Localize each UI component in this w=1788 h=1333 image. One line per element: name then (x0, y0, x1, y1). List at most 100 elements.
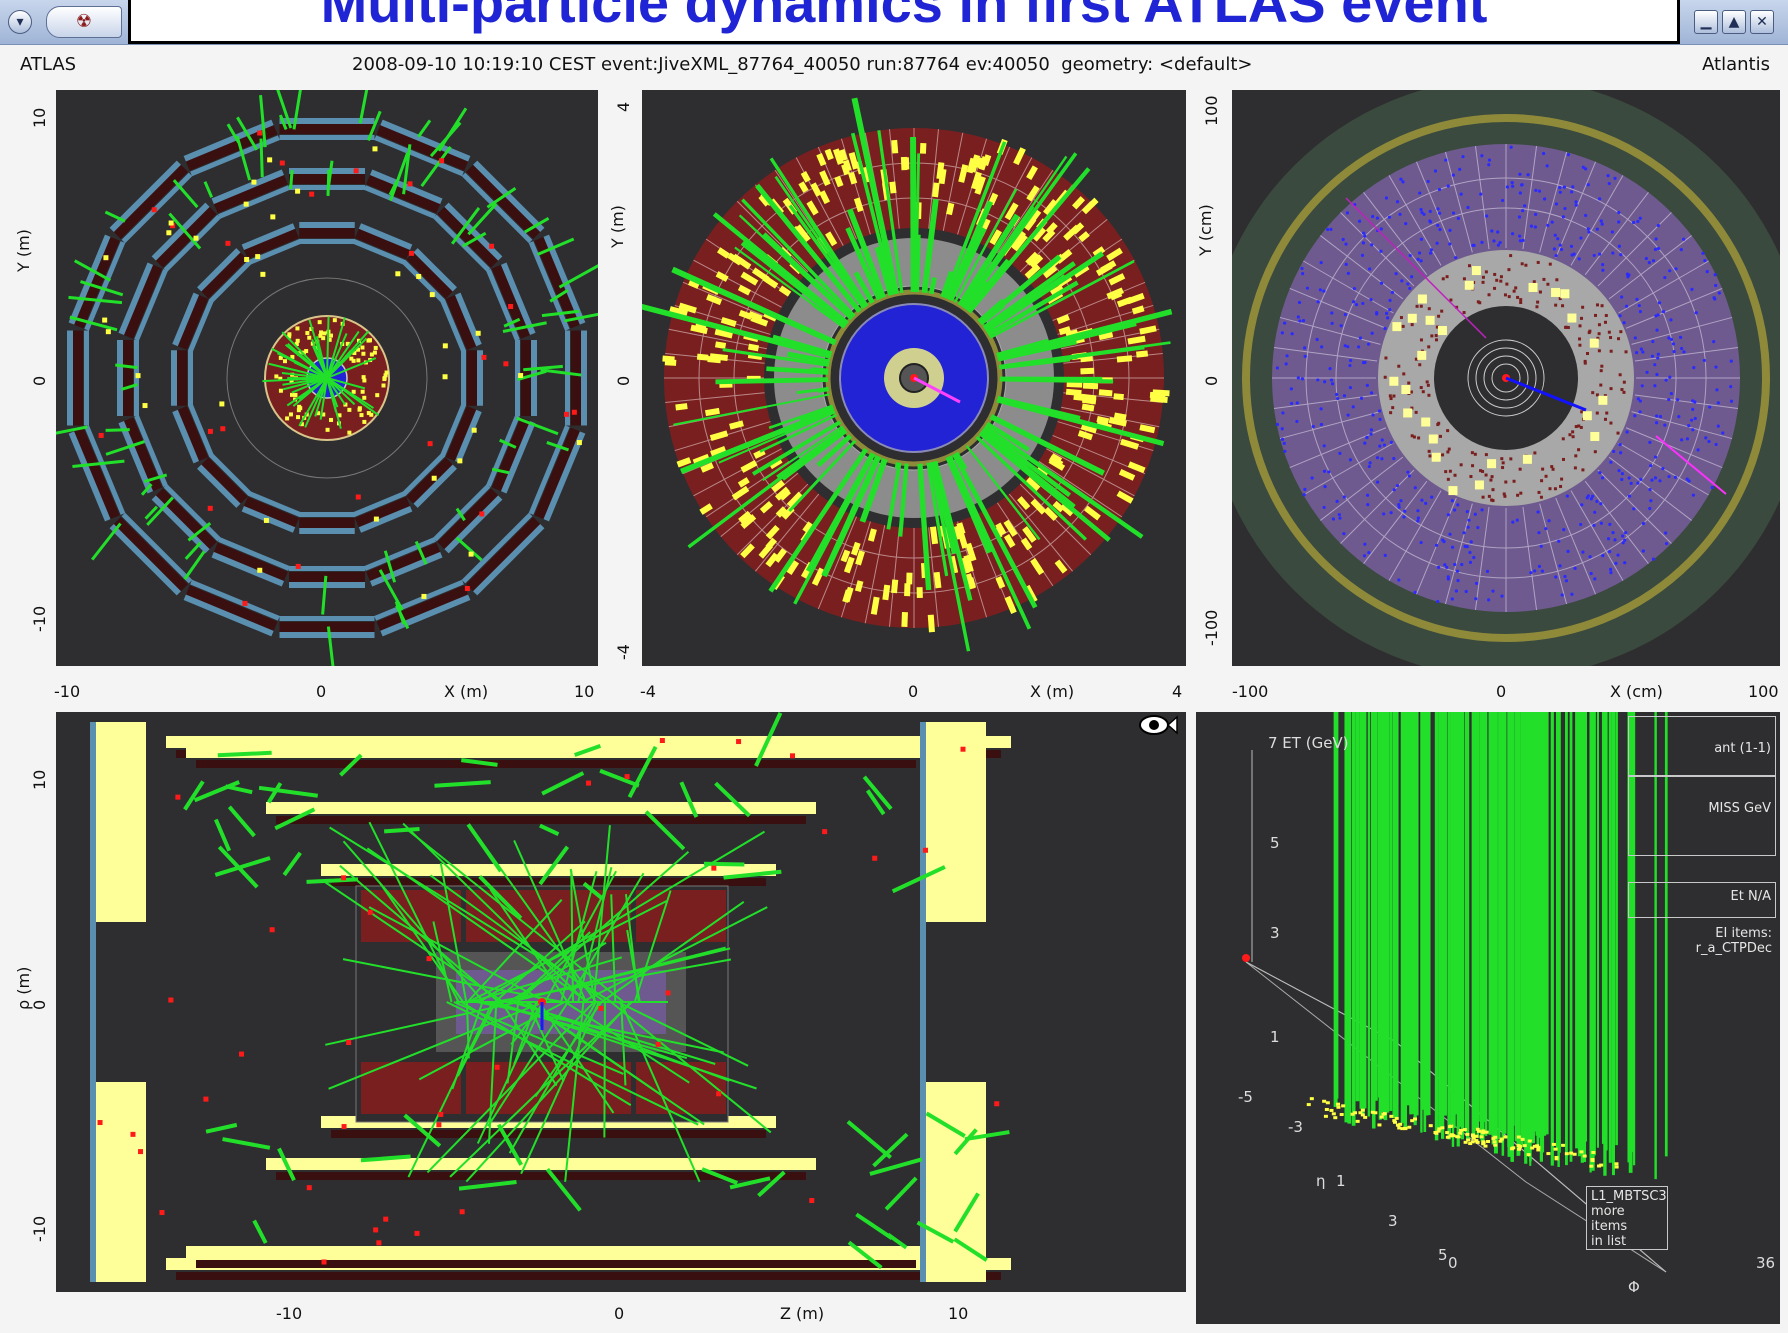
muon-chamber-bar (196, 760, 916, 768)
rz-view-panel[interactable] (56, 712, 1186, 1292)
sct-hit (1384, 356, 1388, 360)
hcal-hit (891, 579, 899, 594)
trt-hit (1371, 214, 1375, 219)
trt-hit (1316, 300, 1320, 304)
trt-hit (1552, 247, 1556, 251)
hcal-hit-cell (970, 171, 982, 190)
hcal-hit (747, 343, 760, 352)
hcal-hit (786, 560, 800, 576)
trt-hit (1617, 210, 1621, 215)
hcal-hit (855, 550, 865, 566)
muon-segment (458, 1180, 517, 1191)
trt-hit (1517, 215, 1522, 219)
trt-module-border (1584, 480, 1649, 564)
muon-segment (434, 780, 491, 788)
trt-hit (1638, 309, 1642, 314)
muon-hit (263, 517, 269, 523)
sct-hit (1469, 475, 1473, 479)
trt-hit (1636, 219, 1640, 224)
hcal-hit (704, 407, 720, 417)
muon-chamber-layer (581, 330, 587, 426)
calo-energy-tower (989, 414, 1105, 476)
muon-segment (496, 1123, 523, 1166)
xy-muon-view-panel[interactable] (56, 90, 598, 666)
hcal-hit-cell (1120, 438, 1140, 450)
rz-canvas[interactable] (56, 712, 1186, 1292)
track (326, 357, 377, 379)
sct-cluster (1403, 408, 1413, 418)
hcal-hit (1025, 251, 1040, 266)
hcal-hit-cell (904, 583, 911, 597)
hcal-hit (740, 514, 757, 530)
hcal-hit (1080, 367, 1095, 375)
sct-cluster (1428, 434, 1438, 444)
trt-hit (1655, 372, 1659, 377)
lego-cell (1403, 1126, 1408, 1130)
trt-hit (1394, 272, 1398, 276)
muon-segment (524, 216, 550, 234)
xy-inner-detector-canvas[interactable] (1232, 90, 1780, 666)
hcal-hit-cell (778, 285, 792, 297)
hcal-hit-cell (1106, 247, 1123, 262)
hcal-hit (1116, 355, 1133, 363)
trt-hit (1474, 581, 1479, 585)
atlantis-logo-icon[interactable]: ☢ (46, 6, 122, 38)
xy-muon-canvas[interactable] (56, 90, 598, 666)
calo-cell-hit (349, 356, 354, 361)
muon-chamber-bar (276, 1172, 806, 1180)
xy-calorimeter-view-panel[interactable] (642, 90, 1186, 666)
lego-plot-canvas[interactable] (1196, 712, 1780, 1324)
calo-energy-tower (751, 420, 842, 476)
muon-hit (421, 593, 427, 599)
trt-hit (1658, 414, 1663, 419)
lego-plot-panel[interactable]: 7 ET (GeV) 5 3 1 -5 -3 1 3 5 η 0 36 Φ an… (1196, 712, 1780, 1324)
hcal-hit-cell (690, 324, 708, 335)
trt-hit (1330, 321, 1334, 325)
trt-hit (1480, 508, 1484, 512)
hcal-cell-border (755, 493, 820, 572)
trt-hit (1283, 449, 1287, 453)
muon-segment (417, 119, 432, 138)
muon-hit (408, 250, 414, 256)
trt-hit (1714, 442, 1718, 447)
trt-hit (1682, 350, 1686, 354)
trt-hit (1275, 366, 1280, 370)
hcal-hit (848, 171, 858, 185)
hcal-hit (1056, 314, 1070, 325)
trt-hit (1397, 505, 1401, 509)
sct-hit (1596, 336, 1600, 340)
muon-chamber-layer (473, 524, 545, 596)
muon-chamber-dark (279, 122, 375, 134)
muon-chamber-sector (118, 414, 168, 494)
muon-hit (471, 427, 477, 433)
trt-hit (1485, 569, 1490, 573)
title-bar[interactable]: ▾ ☢ Multi-particle dynamics in first ATL… (0, 0, 1788, 45)
hcal-hit-cell (1152, 389, 1170, 397)
calo-energy-tower (734, 246, 846, 329)
calo-cell-hit (355, 347, 360, 352)
trt-hit (1322, 469, 1327, 473)
maximize-icon[interactable]: ▲ (1722, 10, 1746, 34)
xy-calorimeter-canvas[interactable] (642, 90, 1186, 666)
muon-chamber-sector (402, 453, 457, 508)
trt-hit (1302, 346, 1307, 350)
trt-hit (1428, 209, 1432, 213)
trt-hit (1692, 366, 1696, 370)
calo-energy-tower (715, 377, 829, 385)
trt-module-border (1303, 442, 1394, 496)
minimize-icon[interactable]: ▁ (1694, 10, 1718, 34)
x-tick-label: 0 (614, 1304, 625, 1323)
close-icon[interactable]: ✕ (1750, 10, 1774, 34)
hcal-hit (774, 486, 790, 501)
muon-segment (183, 550, 206, 581)
xy-inner-detector-view-panel[interactable] (1232, 90, 1780, 666)
trt-hit (1430, 495, 1434, 499)
hcal-hit (1003, 534, 1016, 548)
calo-energy-tower (997, 340, 1078, 362)
hcal-hit-cell (843, 556, 855, 574)
trt-hit (1416, 509, 1420, 513)
fisheye-toggle-icon[interactable] (1138, 712, 1178, 738)
trt-hit (1377, 409, 1382, 413)
calo-cell-hit (319, 330, 324, 335)
chevron-down-icon[interactable]: ▾ (8, 10, 32, 34)
